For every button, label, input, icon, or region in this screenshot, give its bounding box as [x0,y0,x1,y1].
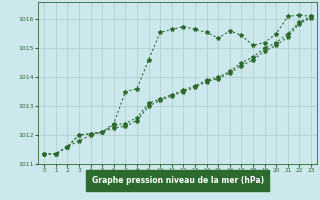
X-axis label: Graphe pression niveau de la mer (hPa): Graphe pression niveau de la mer (hPa) [92,176,264,185]
